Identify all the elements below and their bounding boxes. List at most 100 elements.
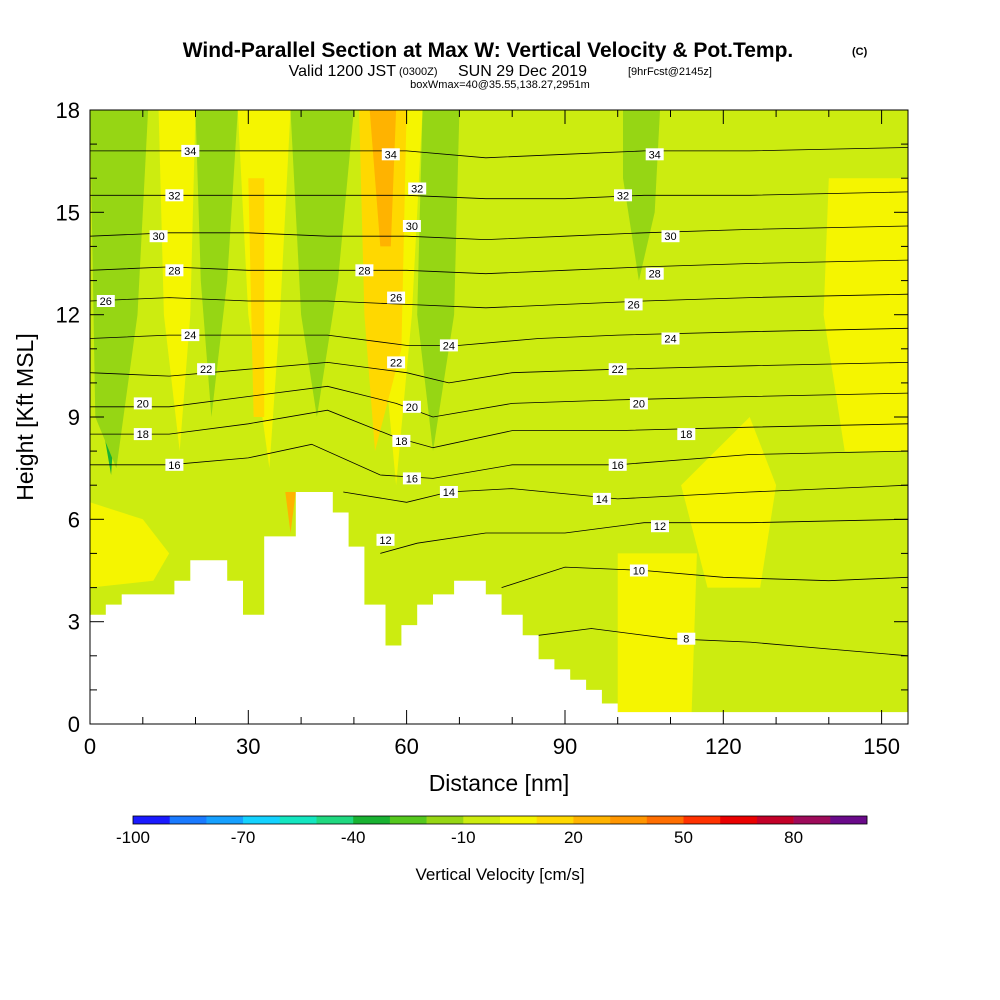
contour-label-text: 34: [184, 146, 196, 158]
contour-label: 12: [376, 533, 395, 547]
colorbar-swatch: [573, 816, 611, 824]
contour-label-text: 30: [152, 231, 164, 243]
contour-label: 24: [661, 332, 680, 346]
colorbar-swatch: [243, 816, 281, 824]
contour-label-text: 12: [379, 535, 391, 547]
contour-label-text: 20: [406, 402, 418, 414]
copyright-mark: (C): [852, 46, 868, 58]
contour-label-bg: [614, 189, 632, 202]
contour-label-text: 22: [200, 364, 212, 376]
colorbar-swatch: [169, 816, 207, 824]
contour-label-bg: [661, 230, 680, 243]
contour-label: 14: [592, 492, 611, 506]
contour-label: 34: [181, 144, 200, 158]
contour-label-text: 34: [385, 149, 397, 161]
contour-label: 26: [387, 291, 406, 305]
contour-label-bg: [133, 397, 152, 410]
colorbar-tick-label: 20: [564, 828, 583, 847]
contour-label-text: 24: [184, 330, 196, 342]
colorbar-swatch: [830, 816, 868, 824]
theta-contour-24: [90, 327, 908, 346]
theta-contour-28: [90, 259, 908, 275]
contour-label-bg: [181, 144, 200, 157]
contour-label-text: 24: [443, 340, 455, 352]
y-tick-label: 18: [56, 98, 80, 123]
contour-label: 22: [197, 363, 216, 376]
contour-label: 24: [181, 329, 200, 342]
contour-label-bg: [392, 434, 411, 447]
theta-contour-34: [90, 147, 908, 159]
contour-labels: 34 34 34 32 32 32 30 30 30 28 28 28 26 26 26 24 24 24 22 22…: [96, 144, 696, 646]
velocity-region: [90, 502, 170, 588]
contour-label: 14: [439, 486, 458, 499]
colorbar-swatch: [500, 816, 537, 824]
velocity-region: [248, 178, 265, 417]
y-tick-label: 3: [68, 610, 80, 635]
contour-label: 12: [651, 520, 669, 533]
colorbar-swatch: [756, 816, 794, 824]
velocity-region: [417, 110, 460, 452]
contour-label-bg: [645, 148, 664, 161]
contour-label: 22: [387, 356, 406, 369]
velocity-region: [823, 178, 908, 452]
contour-label-bg: [402, 220, 421, 232]
contour-label-bg: [608, 363, 627, 376]
contour-label: 32: [614, 189, 632, 202]
contour-label: 28: [355, 264, 374, 277]
y-tick-label: 15: [56, 200, 80, 225]
velocity-region: [290, 110, 354, 417]
y-axis-title: Height [Kft MSL]: [12, 333, 38, 500]
contour-label: 34: [645, 148, 664, 161]
contour-label: 16: [608, 458, 627, 472]
contour-label-text: 32: [617, 190, 629, 202]
contour-label: 20: [402, 400, 421, 414]
contour-label: 10: [629, 564, 648, 578]
colorbar-swatch: [426, 816, 464, 824]
contour-label: 30: [661, 230, 680, 243]
valid-time: Valid 1200 JST: [289, 63, 397, 80]
contour-label-text: 16: [612, 460, 624, 472]
contour-label-text: 16: [168, 460, 180, 472]
contour-label: 34: [381, 148, 400, 161]
contour-label: 20: [629, 397, 648, 410]
colorbar: -100 -70 -40 -10 20 50 80: [116, 815, 868, 847]
chart-title: Wind-Parallel Section at Max W: Vertical…: [183, 39, 794, 62]
contour-label-bg: [677, 632, 696, 645]
contour-label-bg: [387, 356, 406, 369]
contour-label-bg: [402, 472, 421, 485]
contour-label-bg: [629, 397, 648, 410]
y-axis: 0 3 6 9 12 15 18: [56, 98, 908, 737]
contour-label: 26: [96, 295, 115, 308]
forecast-info: [9hrFcst@2145z]: [628, 66, 712, 78]
contour-label-bg: [165, 458, 184, 471]
contour-label: 26: [624, 298, 643, 311]
contour-label-text: 20: [137, 398, 149, 410]
contour-label-text: 18: [680, 429, 692, 441]
contour-label-bg: [661, 332, 680, 345]
contour-label-text: 32: [168, 190, 180, 202]
colorbar-tick-label: -100: [116, 828, 150, 847]
theta-contour-32: [90, 191, 908, 200]
contour-label: 16: [165, 458, 184, 472]
colorbar-swatch: [463, 816, 501, 824]
contour-label-text: 26: [390, 293, 402, 305]
contour-label-text: 30: [406, 221, 418, 233]
contour-label-text: 26: [627, 299, 639, 311]
contour-label-bg: [355, 264, 374, 277]
contour-label: 18: [677, 428, 696, 441]
y-tick-label: 0: [68, 712, 80, 737]
contour-label: 16: [402, 472, 421, 485]
terrain-mask: [90, 492, 908, 724]
contour-label-text: 10: [633, 566, 645, 578]
y-tick-label: 12: [56, 303, 80, 328]
contour-label: 32: [165, 189, 184, 202]
contour-label-text: 28: [168, 265, 180, 277]
contour-label: 24: [439, 339, 458, 352]
contour-label: 28: [165, 264, 184, 277]
colorbar-tick-label: 50: [674, 828, 693, 847]
colorbar-swatch: [206, 816, 244, 824]
contour-label-bg: [439, 339, 458, 352]
contour-label-bg: [608, 458, 627, 471]
contour-label: 22: [608, 363, 627, 376]
